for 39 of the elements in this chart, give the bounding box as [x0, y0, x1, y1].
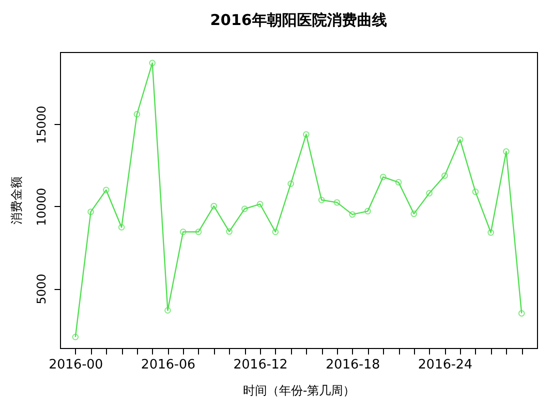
y-tick-label: 5000: [34, 274, 48, 304]
x-tick-label: 2016-12: [233, 358, 288, 372]
x-tick-label: 2016-18: [326, 358, 380, 372]
point: [380, 174, 386, 180]
point: [426, 190, 433, 196]
point: [88, 208, 94, 216]
chart-title: 2016年朝阳医院消费曲线: [210, 11, 387, 29]
y-tick-label: 10000: [34, 188, 48, 226]
point: [349, 211, 356, 218]
point: [164, 307, 171, 314]
point: [318, 196, 325, 204]
point: [456, 136, 464, 143]
x-tick-label: 2016-06: [141, 358, 196, 372]
y-axis-title: 消费金额: [10, 176, 24, 224]
point: [302, 131, 310, 138]
point: [364, 208, 371, 214]
point: [502, 148, 510, 155]
x-axis-title: 时间（年份-第几周）: [242, 384, 356, 398]
y-tick-label: 15000: [34, 106, 48, 144]
point: [180, 228, 186, 236]
x-tick-label: 2016-24: [418, 358, 472, 372]
point: [395, 179, 402, 186]
point: [149, 60, 156, 66]
point: [334, 199, 340, 206]
point: [210, 202, 218, 210]
point: [134, 111, 140, 118]
point: [241, 206, 248, 212]
point: [118, 224, 125, 230]
point: [272, 228, 279, 236]
point: [256, 200, 264, 208]
x-tick-label: 2016-00: [48, 358, 104, 372]
point: [472, 188, 479, 196]
point: [195, 228, 202, 236]
point: [488, 229, 494, 236]
point: [102, 186, 110, 194]
point: [288, 180, 294, 187]
point: [410, 210, 418, 218]
point: [226, 228, 232, 235]
point: [441, 172, 448, 179]
